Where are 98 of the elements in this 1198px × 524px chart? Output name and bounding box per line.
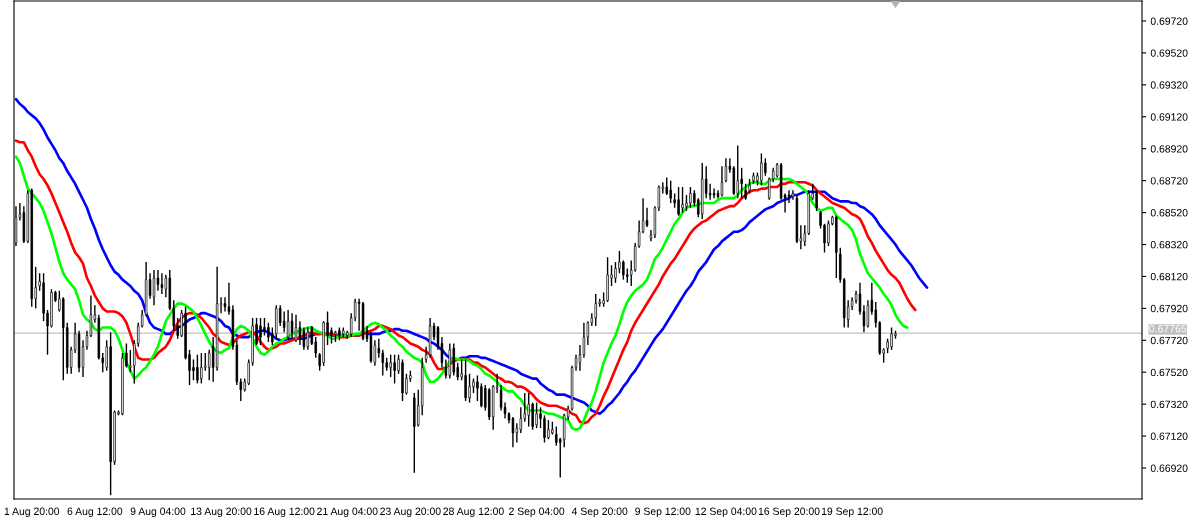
candlestick (192, 358, 195, 381)
candlestick (389, 353, 392, 378)
candlestick (322, 320, 325, 367)
candlestick (645, 207, 649, 228)
candlestick (401, 358, 404, 402)
candlestick (109, 331, 112, 496)
y-tick-label: 0.69720 (1150, 17, 1188, 25)
candlestick (748, 178, 751, 195)
candlestick (50, 288, 53, 329)
candlestick (677, 186, 680, 217)
candlestick (535, 401, 538, 429)
candlestick (720, 165, 724, 198)
candlestick (282, 310, 286, 334)
candlestick (515, 422, 519, 444)
y-tick-label: 0.69120 (1150, 113, 1188, 121)
x-tick-label: 16 Aug 12:00 (254, 507, 315, 518)
candlestick (334, 330, 337, 343)
candlestick (121, 352, 124, 417)
candlestick (298, 320, 302, 346)
candlestick (290, 312, 294, 340)
candlestick (835, 215, 838, 279)
x-tick-label: 16 Sep 20:00 (758, 507, 820, 518)
candlestick (393, 353, 396, 385)
candlestick (555, 425, 558, 447)
y-tick-label: 0.68520 (1150, 209, 1188, 217)
candlestick (594, 293, 597, 327)
candlestick (669, 179, 672, 204)
candlestick (338, 326, 341, 341)
candlestick (468, 373, 471, 404)
candlestick (531, 401, 534, 431)
candlestick (294, 314, 298, 343)
y-tick-label: 0.67920 (1150, 304, 1188, 313)
candlestick (752, 171, 755, 185)
x-tick-label: 1 Aug 20:00 (4, 507, 60, 518)
candlestick (452, 342, 455, 377)
candlestick (377, 337, 381, 359)
x-tick-label: 21 Aug 04:00 (317, 507, 378, 518)
x-tick-label: 23 Aug 20:00 (380, 507, 441, 518)
x-tick-label: 2 Sep 04:00 (509, 507, 565, 518)
y-tick-label: 0.68320 (1150, 240, 1188, 249)
x-tick-label: 4 Sep 20:00 (571, 507, 628, 518)
candlestick (464, 358, 467, 402)
x-tick-label: 13 Aug 20:00 (191, 507, 252, 518)
candlestick (787, 189, 791, 204)
x-tick-label: 28 Aug 12:00 (443, 507, 504, 518)
candlestick (480, 382, 483, 409)
candlestick (736, 144, 739, 199)
candlestick (685, 194, 688, 212)
candlestick (606, 256, 609, 303)
y-tick-label: 0.66920 (1150, 464, 1188, 472)
candlestick (890, 326, 893, 351)
y-tick-label: 0.68920 (1150, 145, 1188, 153)
candlestick (342, 326, 345, 338)
candlestick (511, 416, 515, 448)
x-tick-label: 9 Aug 04:00 (130, 507, 186, 518)
candlestick (543, 414, 546, 444)
candlestick (160, 272, 164, 295)
y-tick-label: 0.67720 (1150, 336, 1188, 345)
candlestick (681, 186, 684, 214)
candlestick (208, 349, 211, 381)
y-tick-label: 0.68720 (1150, 177, 1188, 185)
candlestick (527, 392, 530, 428)
y-tick-label: 0.67120 (1150, 432, 1188, 440)
y-tick-label: 0.69320 (1150, 81, 1188, 89)
candlestick (614, 261, 617, 284)
candlestick (886, 337, 889, 354)
ref-line-label: 0.67765 (1149, 324, 1187, 333)
candlestick (744, 183, 747, 201)
candlestick (200, 352, 203, 385)
candlestick (196, 353, 199, 385)
candlestick (472, 377, 475, 394)
candlestick (551, 421, 554, 436)
candlestick (263, 317, 266, 337)
y-tick-label: 0.69520 (1150, 49, 1188, 57)
candlestick (712, 187, 716, 199)
candlestick (476, 374, 479, 402)
y-tick-label: 0.67520 (1150, 368, 1188, 377)
x-tick-label: 9 Sep 12:00 (635, 507, 691, 518)
candlestick (815, 189, 818, 212)
candlestick (827, 219, 830, 247)
candlestick (760, 152, 763, 187)
candlestick (286, 309, 290, 341)
x-tick-label: 12 Sep 04:00 (695, 507, 757, 518)
candlestick (689, 186, 692, 209)
candlestick (622, 259, 625, 281)
candlestick (740, 167, 743, 199)
candlestick (866, 299, 870, 329)
x-tick-label: 6 Aug 12:00 (67, 507, 123, 518)
candlestick (259, 317, 262, 346)
candlestick (306, 326, 310, 351)
candlestick (547, 419, 550, 440)
x-tick-label: 19 Sep 12:00 (821, 507, 883, 518)
y-tick-label: 0.67320 (1150, 400, 1188, 409)
candlestick (267, 322, 270, 343)
candlestick (152, 269, 156, 306)
y-tick-label: 0.68120 (1150, 272, 1188, 281)
candlestick (330, 326, 333, 345)
candlestick (764, 157, 767, 177)
